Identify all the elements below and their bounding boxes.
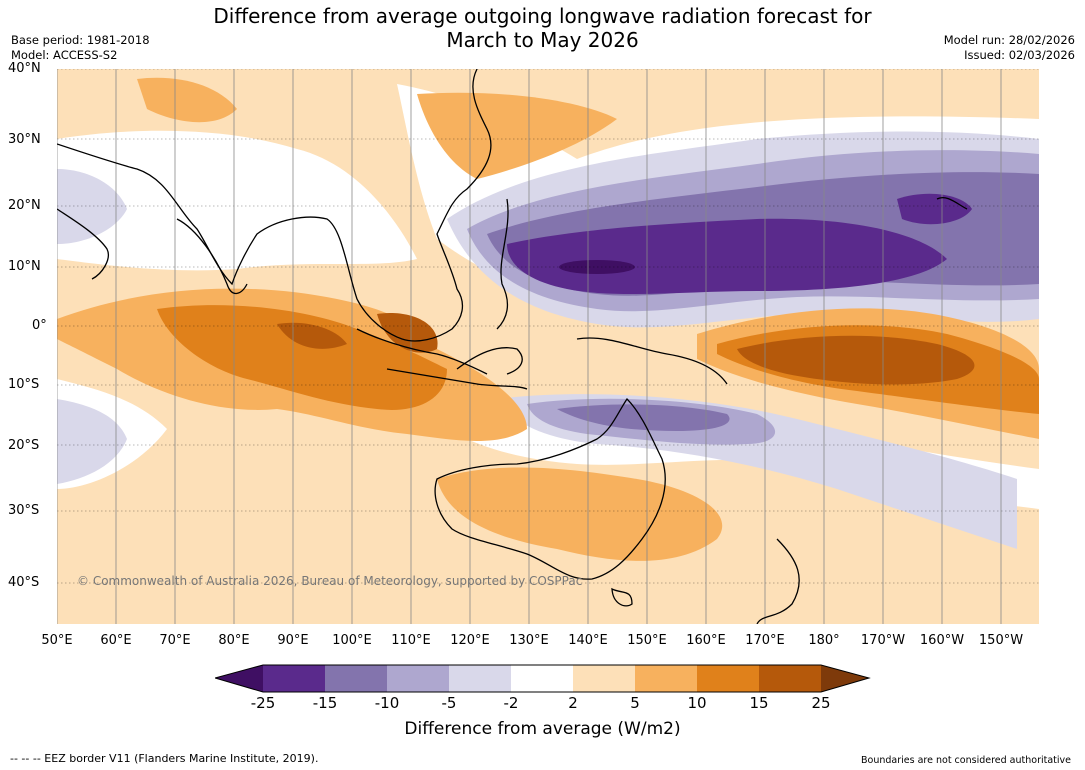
colorbar-min-arrow: [215, 665, 263, 692]
field-strong-negative-south: [557, 404, 730, 431]
colorbar-swatch: [573, 665, 635, 692]
colorbar-swatch: [263, 665, 325, 692]
colorbar-swatch: [325, 665, 387, 692]
lon-label: 130°E: [509, 633, 549, 648]
title-line-2: March to May 2026: [446, 28, 639, 52]
lon-label: 90°E: [277, 633, 309, 648]
model-run: Model run: 28/02/2026: [943, 33, 1075, 47]
colorbar-label: Difference from average (W/m2): [404, 719, 681, 739]
colorbar: [215, 664, 871, 693]
colorbar-tick: 5: [630, 694, 640, 712]
colorbar-tick: -2: [503, 694, 519, 712]
lon-label: 180°: [808, 633, 840, 648]
lon-label: 70°E: [159, 633, 191, 648]
colorbar-swatch: [635, 665, 697, 692]
colorbar-swatch: [387, 665, 449, 692]
colorbar-swatch: [697, 665, 759, 692]
meta-left: Base period: 1981-2018 Model: ACCESS-S2: [11, 33, 150, 63]
lon-label: 50°E: [41, 633, 73, 648]
issued-date: Issued: 02/03/2026: [964, 48, 1075, 62]
colorbar-swatch: [511, 665, 573, 692]
lat-label: 40°S: [8, 575, 40, 590]
lon-label: 150°W: [978, 633, 1024, 648]
lat-label: 30°N: [8, 132, 41, 147]
lon-label: 170°E: [745, 633, 785, 648]
lat-label: 0°: [32, 318, 47, 333]
meta-right: Model run: 28/02/2026 Issued: 02/03/2026: [944, 33, 1075, 63]
colorbar-swatch: [759, 665, 821, 692]
colorbar-max-arrow: [821, 665, 869, 692]
copyright-text: © Commonwealth of Australia 2026, Bureau…: [77, 574, 583, 588]
field-moderate-positive-north: [417, 92, 617, 179]
coastlines: [57, 69, 968, 624]
lon-label: 160°E: [686, 633, 726, 648]
chart-title: Difference from average outgoing longwav…: [0, 4, 1085, 52]
colorbar-outline: [215, 664, 871, 693]
field-very-strong-positive-pacific: [737, 335, 975, 385]
colorbar-tick: -25: [250, 694, 276, 712]
field-strong-positive-indian: [157, 305, 447, 410]
lon-label: 60°E: [100, 633, 132, 648]
colorbar-tick: 25: [811, 694, 831, 712]
colorbar-swatch: [449, 665, 511, 692]
anomaly-map: © Commonwealth of Australia 2026, Bureau…: [57, 69, 1039, 624]
field-light-negative-arabia: [57, 169, 127, 244]
eez-border-note: -- -- -- EEZ border V11 (Flanders Marine…: [10, 752, 319, 765]
lon-label: 110°E: [391, 633, 431, 648]
lon-label: 140°E: [568, 633, 608, 648]
field-moderate-positive-himalaya: [137, 77, 237, 123]
lon-label: 80°E: [218, 633, 250, 648]
neutral-zone-asia: [57, 130, 417, 271]
field-light-negative-indian: [57, 399, 127, 484]
field-moderate-positive-australia: [437, 467, 723, 561]
field-very-strong-positive-indian: [277, 322, 347, 349]
lon-label: 120°E: [450, 633, 490, 648]
lat-label: 10°N: [8, 259, 41, 274]
colorbar-tick: -10: [374, 694, 400, 712]
model-name: Model: ACCESS-S2: [11, 48, 118, 62]
lat-label: 20°N: [8, 198, 41, 213]
lon-label: 170°W: [860, 633, 906, 648]
lat-label: 40°N: [8, 61, 41, 76]
field-very-strong-negative: [507, 218, 947, 295]
base-period: Base period: 1981-2018: [11, 33, 150, 47]
colorbar-tick: -5: [441, 694, 457, 712]
title-line-1: Difference from average outgoing longwav…: [213, 4, 872, 28]
colorbar-tick: 15: [749, 694, 769, 712]
field-very-strong-positive-maritime: [377, 313, 438, 353]
meridians: [57, 69, 1002, 624]
lat-label: 10°S: [8, 377, 40, 392]
colorbar-tick: 10: [687, 694, 707, 712]
lon-label: 100°E: [332, 633, 372, 648]
lat-label: 20°S: [8, 438, 40, 453]
colorbar-tick: -15: [312, 694, 338, 712]
lon-label: 150°E: [627, 633, 667, 648]
anomaly-map-svg: [57, 69, 1039, 624]
lon-label: 160°W: [919, 633, 965, 648]
colorbar-tick: 2: [568, 694, 578, 712]
lat-label: 30°S: [8, 503, 40, 518]
boundaries-disclaimer: Boundaries are not considered authoritat…: [861, 755, 1071, 766]
